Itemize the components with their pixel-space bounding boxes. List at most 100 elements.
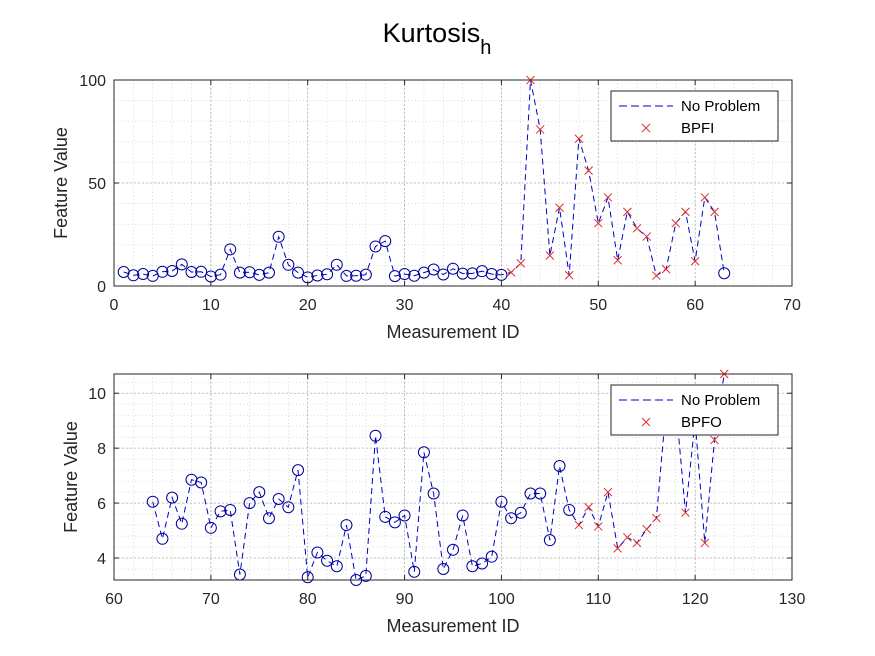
data-point-fault — [632, 538, 642, 548]
data-point-no-problem — [447, 543, 459, 556]
data-point-no-problem — [350, 269, 363, 282]
data-point-no-problem — [311, 269, 324, 282]
data-point-no-problem — [563, 503, 576, 516]
data-point-no-problem — [253, 268, 266, 281]
data-point-no-problem — [427, 263, 440, 276]
legend-marker-sample — [641, 123, 651, 133]
x-tick-label: 80 — [299, 591, 317, 608]
data-point-no-problem — [417, 446, 430, 459]
data-point-fault — [545, 251, 555, 260]
data-point-fault — [622, 207, 632, 217]
data-point-fault — [690, 256, 700, 266]
axes-box — [113, 373, 793, 581]
data-point-no-problem — [543, 534, 556, 547]
data-point-fault — [506, 268, 516, 277]
data-point-no-problem — [398, 509, 411, 522]
data-point-fault — [555, 203, 564, 213]
data-point-no-problem — [272, 230, 285, 243]
data-point-no-problem — [224, 243, 237, 256]
data-point-no-problem — [398, 268, 411, 281]
data-point-fault — [710, 207, 719, 217]
data-point-fault — [593, 522, 603, 531]
x-tick-label: 60 — [686, 297, 704, 314]
y-axis-label: Feature Value — [51, 127, 71, 239]
data-point-no-problem — [534, 487, 547, 500]
data-point-no-problem — [476, 557, 489, 570]
data-point-no-problem — [514, 506, 527, 519]
data-point-fault — [700, 193, 710, 202]
data-point-no-problem — [127, 269, 140, 282]
data-point-no-problem — [166, 264, 179, 277]
figure-title-subscript: h — [480, 37, 491, 59]
data-point-no-problem — [321, 268, 334, 281]
y-tick-label: 50 — [88, 176, 106, 193]
data-point-fault — [516, 258, 526, 268]
data-point-no-problem — [330, 258, 343, 271]
data-point-no-problem — [369, 240, 382, 253]
data-point-no-problem — [137, 268, 150, 281]
data-point-no-problem — [156, 532, 169, 545]
legend-box — [610, 90, 779, 142]
data-point-fault — [603, 487, 613, 497]
x-tick-label: 20 — [299, 297, 317, 314]
data-point-fault — [642, 232, 652, 241]
data-point-fault — [574, 134, 584, 144]
data-point-no-problem — [495, 495, 508, 508]
data-point-no-problem — [524, 487, 537, 500]
data-point-no-problem — [195, 476, 208, 489]
data-point-no-problem — [166, 491, 179, 504]
data-point-no-problem — [301, 571, 314, 584]
data-point-no-problem — [485, 268, 498, 281]
data-point-no-problem — [253, 486, 266, 499]
figure-title-main: Kurtosis — [383, 18, 481, 48]
data-point-no-problem — [456, 509, 469, 522]
legend-label-fault: BPFO — [681, 414, 722, 431]
data-point-no-problem — [156, 265, 169, 278]
y-tick-label: 100 — [79, 73, 106, 90]
y-tick-label: 8 — [97, 441, 106, 458]
data-point-no-problem — [146, 495, 159, 508]
data-point-no-problem — [340, 269, 353, 282]
data-point-no-problem — [505, 512, 518, 525]
data-point-no-problem — [311, 546, 324, 559]
data-point-fault — [574, 520, 584, 530]
figure-title: Kurtosish — [383, 18, 492, 59]
x-tick-label: 50 — [589, 297, 607, 314]
data-point-no-problem — [495, 268, 508, 281]
data-point-no-problem — [379, 235, 392, 248]
data-point-no-problem — [185, 473, 198, 486]
x-tick-label: 130 — [779, 591, 806, 608]
data-point-no-problem — [485, 550, 498, 563]
data-point-no-problem — [359, 268, 372, 281]
data-point-no-problem — [408, 565, 421, 578]
data-point-no-problem — [224, 503, 237, 516]
data-point-no-problem — [466, 560, 479, 573]
x-tick-label: 120 — [682, 591, 709, 608]
data-point-no-problem — [233, 266, 246, 279]
data-point-no-problem — [243, 266, 256, 279]
data-point-fault — [681, 508, 690, 518]
data-point-no-problem — [195, 265, 208, 278]
data-point-no-problem — [379, 510, 392, 523]
data-point-fault — [681, 207, 690, 217]
x-tick-label: 90 — [396, 591, 414, 608]
data-point-no-problem — [262, 512, 275, 525]
x-tick-label: 10 — [202, 297, 220, 314]
data-point-no-problem — [214, 268, 227, 281]
legend-label-no-problem: No Problem — [681, 392, 760, 409]
data-point-no-problem — [204, 521, 217, 534]
data-point-no-problem — [359, 569, 372, 582]
data-point-no-problem — [437, 268, 450, 281]
data-point-no-problem — [369, 429, 382, 442]
x-tick-label: 40 — [493, 297, 511, 314]
data-point-fault — [642, 524, 652, 534]
x-tick-label: 110 — [586, 591, 612, 608]
x-tick-label: 60 — [105, 591, 123, 608]
data-point-fault — [564, 270, 574, 280]
data-point-no-problem — [466, 267, 479, 280]
data-point-no-problem — [321, 554, 334, 567]
x-axis-label: Measurement ID — [386, 616, 519, 636]
axes-bottom: 60 70 80 90 100 110 120 130 4 6 8 10 Measurement ID F… — [61, 369, 806, 636]
y-tick-label: 4 — [97, 551, 106, 568]
